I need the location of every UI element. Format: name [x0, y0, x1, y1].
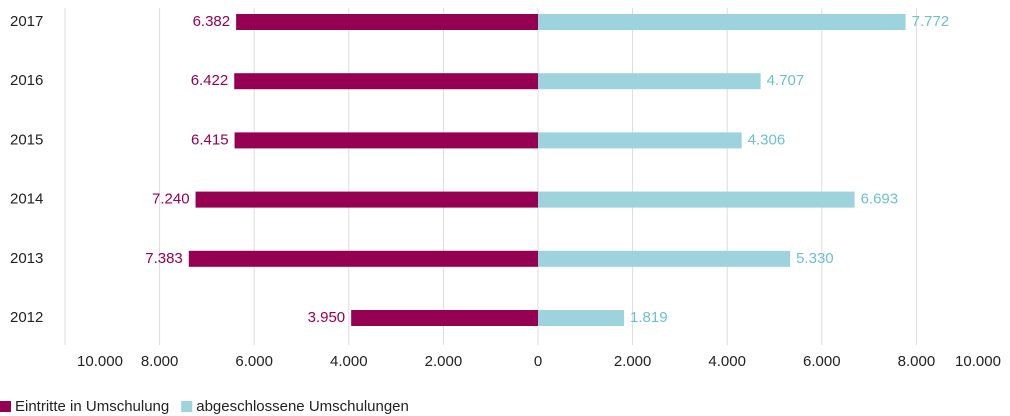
- bar: [188, 250, 538, 267]
- value-label: 1.819: [630, 309, 668, 326]
- x-tick-label: 2.000: [614, 353, 652, 370]
- x-tick-label: 2.000: [425, 353, 463, 370]
- x-tick-label: 10.000: [77, 353, 123, 370]
- value-label: 4.707: [767, 72, 805, 89]
- x-tick-label: 4.000: [708, 353, 746, 370]
- bar: [538, 132, 742, 149]
- value-label: 6.422: [191, 72, 229, 89]
- bar: [538, 14, 906, 30]
- legend-swatch: [0, 401, 11, 412]
- bar: [234, 132, 538, 149]
- x-tick-label: 6.000: [235, 353, 273, 370]
- y-tick-label: 2017: [10, 13, 43, 30]
- y-tick-label: 2014: [10, 191, 43, 208]
- legend-swatch: [181, 401, 193, 412]
- x-tick-label: 0: [534, 353, 542, 370]
- bar: [236, 14, 538, 30]
- bar: [234, 73, 539, 90]
- bar: [538, 191, 855, 208]
- x-tick-label: 6.000: [803, 353, 841, 370]
- bar: [538, 73, 761, 90]
- value-label: 6.693: [861, 191, 899, 208]
- y-tick-label: 2016: [10, 72, 43, 89]
- value-label: 6.382: [193, 13, 231, 30]
- y-tick-label: 2013: [10, 250, 43, 267]
- bar: [538, 310, 625, 326]
- x-tick-label: 4.000: [330, 353, 368, 370]
- legend-label: Eintritte in Umschulung: [15, 398, 169, 415]
- bar: [351, 310, 538, 326]
- y-tick-label: 2012: [10, 309, 43, 326]
- value-label: 7.772: [912, 13, 950, 30]
- bar: [195, 191, 538, 208]
- legend-label: abgeschlossene Umschulungen: [196, 398, 409, 415]
- y-tick-label: 2015: [10, 131, 43, 148]
- value-label: 7.240: [152, 191, 190, 208]
- value-label: 6.415: [191, 131, 229, 148]
- x-tick-label: 10.000: [955, 353, 1001, 370]
- bar: [538, 250, 791, 267]
- value-label: 3.950: [308, 309, 346, 326]
- value-label: 4.306: [748, 131, 786, 148]
- x-tick-label: 8.000: [141, 353, 179, 370]
- value-label: 7.383: [145, 250, 183, 267]
- value-label: 5.330: [796, 250, 834, 267]
- x-tick-label: 8.000: [898, 353, 936, 370]
